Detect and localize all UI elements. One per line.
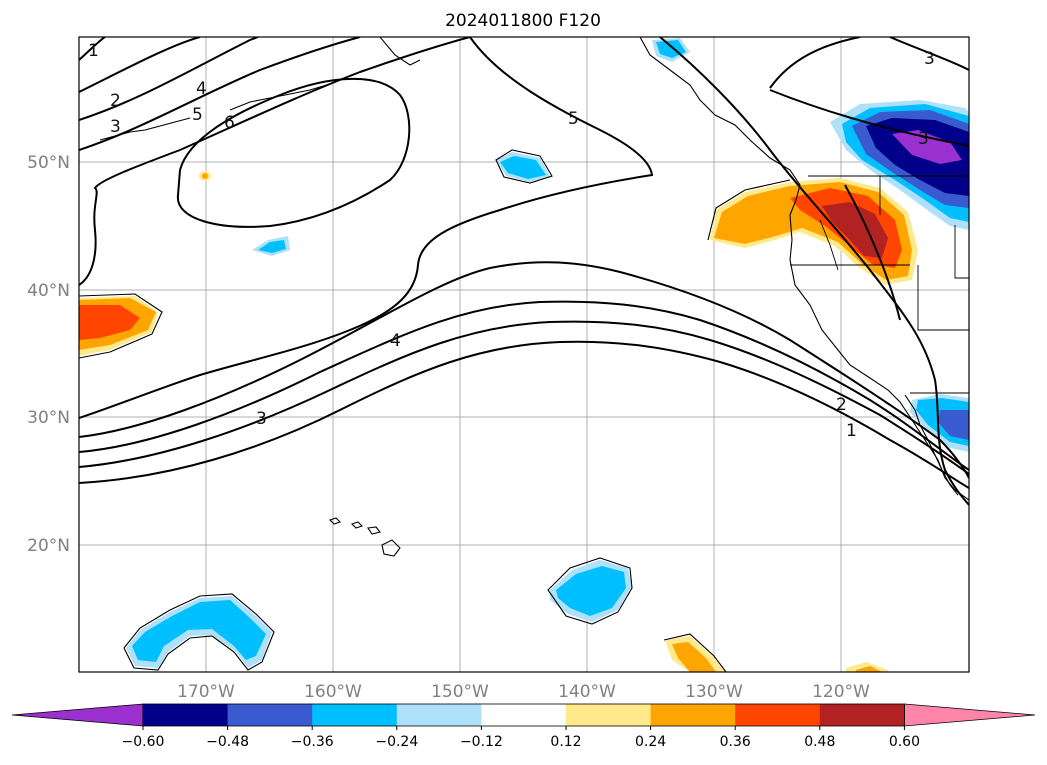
colorbar-tick-label: −0.36: [291, 734, 334, 750]
colorbar-segment: [566, 704, 652, 726]
contour-lines: [79, 37, 969, 506]
map-frame: [78, 36, 970, 673]
colorbar-extend-high: [904, 703, 1036, 727]
lat-label: 30°N: [27, 408, 70, 428]
lon-label: 120°W: [812, 682, 870, 702]
contour-label: 3: [256, 409, 267, 429]
colorbar-segment: [143, 704, 229, 726]
colorbar: −0.60 −0.48 −0.36 −0.24 −0.12 0.12 0.24 0.36 0.4…: [11, 703, 1036, 750]
map-area: [79, 37, 969, 672]
lon-label: 140°W: [558, 682, 616, 702]
contour-label: 3: [110, 117, 121, 137]
colorbar-tick-label: −0.24: [375, 734, 418, 750]
colorbar-segment: [735, 704, 821, 726]
contour-label: 3: [924, 49, 935, 69]
contour-label: 3: [918, 129, 929, 149]
colorbar-extend-low: [11, 703, 144, 727]
lat-label: 20°N: [27, 536, 70, 556]
colorbar-tick-label: 0.36: [720, 734, 751, 750]
lon-label: 160°W: [304, 682, 362, 702]
lon-label: 130°W: [685, 682, 743, 702]
contour-label: 5: [568, 109, 579, 129]
lon-label: 170°W: [177, 682, 235, 702]
coastlines: [99, 37, 969, 557]
contour-label-group: 1 2 3 4 5 6 5 4 3 2 1 3 3: [88, 41, 935, 441]
contour-label: 5: [192, 105, 203, 125]
contour-label: 4: [196, 79, 207, 99]
colorbar-tick-label: 0.60: [889, 734, 920, 750]
lat-label: 50°N: [27, 153, 70, 173]
colorbar-tick-label: 0.24: [635, 734, 666, 750]
colorbar-segment: [227, 704, 313, 726]
colorbar-tick-label: 0.12: [550, 734, 581, 750]
longitude-labels: 170°W 160°W 150°W 140°W 130°W 120°W: [177, 682, 870, 702]
contour-label: 6: [224, 113, 235, 133]
colorbar-segment: [819, 704, 905, 726]
colorbar-tick-label: 0.48: [804, 734, 835, 750]
contour-label: 2: [110, 91, 121, 111]
colorbar-segment: [481, 704, 567, 726]
latitude-labels: 50°N 40°N 30°N 20°N: [27, 153, 70, 556]
shaded-fields: [79, 38, 969, 672]
colorbar-segment: [650, 704, 736, 726]
colorbar-segment: [396, 704, 482, 726]
colorbar-tick-label: −0.48: [206, 734, 249, 750]
colorbar-frame: [142, 703, 905, 727]
contour-label: 1: [88, 41, 99, 61]
lat-label: 40°N: [27, 281, 70, 301]
contour-label: 1: [846, 421, 857, 441]
gridlines: [79, 37, 969, 672]
colorbar-tick-label: −0.60: [122, 734, 165, 750]
map-title: 2024011800 F120: [445, 11, 601, 31]
contour-label: 4: [390, 331, 401, 351]
contour-label: 2: [836, 395, 847, 415]
colorbar-tick-label: −0.12: [460, 734, 503, 750]
colorbar-segment: [312, 704, 398, 726]
map-content: [79, 37, 969, 672]
lon-label: 150°W: [431, 682, 489, 702]
